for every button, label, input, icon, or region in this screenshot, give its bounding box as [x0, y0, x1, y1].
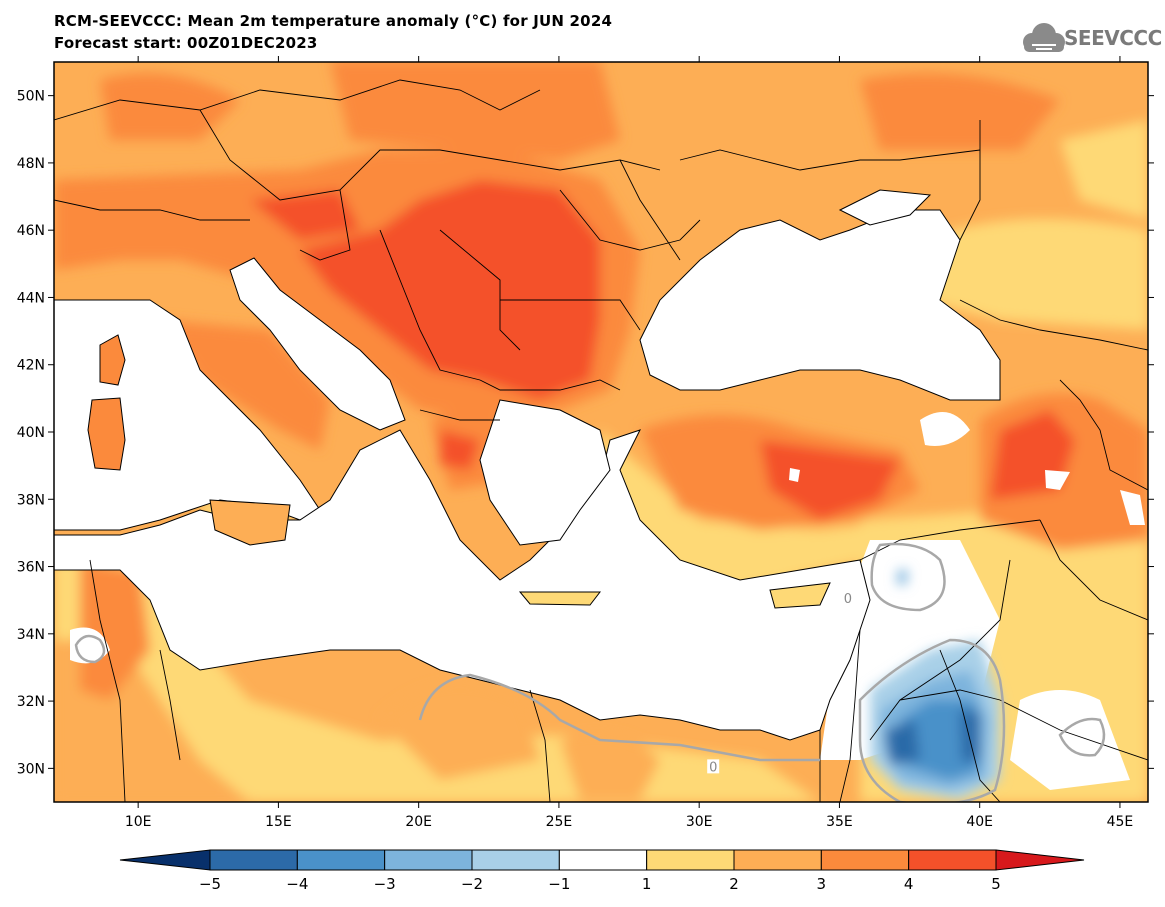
colorbar-segment — [209, 849, 298, 871]
contour-label: 0 — [844, 592, 852, 607]
colorbar-tick-label: 5 — [991, 875, 1001, 893]
anomaly-field — [54, 62, 1148, 802]
longitude-axis: 10E 15E 20E 25E 30E 35E 40E 45E — [125, 56, 1133, 830]
colorbar-segment — [820, 849, 910, 871]
colorbar-segment — [384, 849, 473, 871]
lat-tick-label: 48N — [17, 156, 45, 172]
lat-tick-label: 38N — [17, 492, 45, 508]
lon-tick-label: 40E — [966, 814, 993, 830]
contour-label: 0 — [709, 760, 717, 775]
lon-tick-label: 10E — [125, 814, 152, 830]
colorbar-segment — [471, 849, 560, 871]
lat-tick-label: 42N — [17, 358, 45, 374]
colorbar-tick-label: −4 — [286, 875, 308, 893]
colorbar-tick-label: −2 — [461, 875, 483, 893]
cloud-icon — [1023, 23, 1065, 52]
contour-labels: 00 — [707, 591, 854, 775]
forecast-start-label: Forecast start: 00Z01DEC2023 — [54, 34, 318, 52]
lat-tick-label: 40N — [17, 425, 45, 441]
lat-tick-label: 50N — [17, 89, 45, 105]
lat-tick-label: 44N — [17, 290, 45, 306]
colorbar-tick-label: −1 — [548, 875, 570, 893]
contour-label-bg — [841, 591, 854, 606]
colorbar-segment — [646, 849, 735, 871]
colorbar-tick-label: −5 — [199, 875, 221, 893]
lon-tick-label: 20E — [405, 814, 432, 830]
lon-tick-label: 35E — [826, 814, 853, 830]
lon-tick-label: 30E — [686, 814, 713, 830]
colorbar: −5 −4 −3 −2 −1 1 2 3 4 5 — [119, 849, 1085, 893]
colorbar-tick-label: 3 — [817, 875, 827, 893]
colorbar-tick-label: −3 — [374, 875, 396, 893]
lat-tick-label: 30N — [17, 761, 45, 777]
seevccc-logo-text: SEEVCCC — [1064, 26, 1162, 50]
lat-tick-label: 32N — [17, 694, 45, 710]
lon-tick-label: 25E — [546, 814, 573, 830]
colorbar-segment — [558, 849, 648, 871]
colorbar-under-arrow — [119, 849, 211, 871]
colorbar-tick-label: 2 — [729, 875, 739, 893]
colorbar-segment — [296, 849, 386, 871]
colorbar-tick-label: 1 — [642, 875, 652, 893]
colorbar-segment — [733, 849, 822, 871]
colorbar-tick-label: 4 — [904, 875, 914, 893]
contour-label-bg — [707, 759, 720, 774]
lon-tick-label: 15E — [265, 814, 292, 830]
lat-tick-label: 36N — [17, 560, 45, 576]
colorbar-over-arrow — [995, 849, 1085, 871]
lat-tick-label: 34N — [17, 627, 45, 643]
latitude-axis: 50N 48N 46N 44N 42N 40N 38N 36N 34N 32N 30N — [17, 89, 1154, 777]
lon-tick-label: 45E — [1107, 814, 1134, 830]
colorbar-segment — [908, 849, 997, 871]
map-title: RCM-SEEVCCC: Mean 2m temperature anomaly… — [54, 12, 613, 30]
lat-tick-label: 46N — [17, 223, 45, 239]
